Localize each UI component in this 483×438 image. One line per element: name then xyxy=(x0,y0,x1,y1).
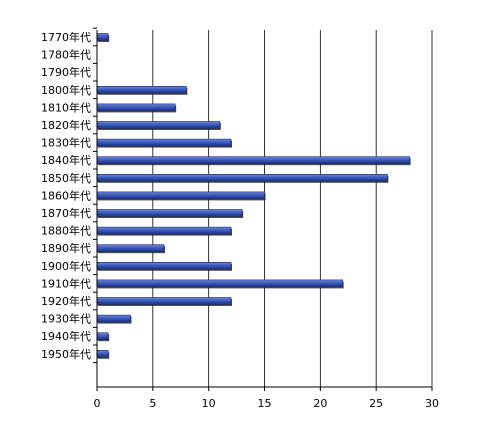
bar-rect xyxy=(96,297,232,305)
category-label: 1830年代 xyxy=(41,136,91,150)
x-tick-label: 10 xyxy=(202,397,216,410)
bar-rect xyxy=(96,103,176,112)
category-label: 1920年代 xyxy=(41,294,91,308)
bar-rect xyxy=(96,279,343,288)
bar-1830年代 xyxy=(96,138,232,148)
bar-1840年代 xyxy=(96,156,411,166)
bar-rect xyxy=(96,174,388,182)
bar-1870年代 xyxy=(96,209,244,218)
bar-1880年代 xyxy=(96,226,232,236)
category-label: 1790年代 xyxy=(41,65,91,79)
category-label: 1890年代 xyxy=(41,241,91,255)
bar-rect xyxy=(96,86,187,94)
bar-1900年代 xyxy=(96,261,232,271)
category-label: 1850年代 xyxy=(41,171,91,185)
bar-rect xyxy=(96,332,109,341)
bar-1890年代 xyxy=(96,244,165,254)
bar-rect xyxy=(96,138,232,147)
bar-1940年代 xyxy=(96,332,110,342)
category-labels: 1770年代 1780年代 1790年代 1800年代 1810年代 1820年代 1830… xyxy=(41,30,91,361)
category-label: 1910年代 xyxy=(41,276,91,290)
bar-rect xyxy=(96,33,109,41)
bar-rect xyxy=(96,349,109,358)
category-label: 1800年代 xyxy=(41,83,91,97)
category-label: 1930年代 xyxy=(41,312,91,326)
bar-1850年代 xyxy=(96,174,389,183)
gridlines xyxy=(152,30,433,387)
bar-rect xyxy=(96,314,131,323)
category-label: 1900年代 xyxy=(41,259,91,273)
x-tick-label: 25 xyxy=(369,397,383,410)
bar-rect xyxy=(96,244,165,252)
bar-1770年代 xyxy=(96,33,110,42)
bars xyxy=(96,33,411,359)
bar-rect xyxy=(96,156,410,164)
x-tick-label: 0 xyxy=(94,397,101,410)
x-tick-label: 5 xyxy=(149,397,156,410)
bar-1810年代 xyxy=(96,103,177,113)
x-tick-labels: 0 5 10 15 20 25 30 xyxy=(94,397,440,410)
category-label: 1840年代 xyxy=(41,153,91,167)
category-label: 1860年代 xyxy=(41,188,91,202)
bar-1910年代 xyxy=(96,279,344,289)
bar-1930年代 xyxy=(96,314,132,324)
category-label: 1940年代 xyxy=(41,329,91,343)
category-label: 1950年代 xyxy=(41,347,91,361)
bar-1820年代 xyxy=(96,121,221,130)
category-label: 1770年代 xyxy=(41,30,91,44)
bar-rect xyxy=(96,261,232,270)
x-tick-label: 30 xyxy=(425,397,439,410)
bar-1920年代 xyxy=(96,297,232,306)
category-label: 1780年代 xyxy=(41,48,91,62)
category-label: 1810年代 xyxy=(41,100,91,114)
bar-rect xyxy=(96,191,265,200)
bar-1800年代 xyxy=(96,86,188,95)
bar-1950年代 xyxy=(96,349,110,359)
category-label: 1820年代 xyxy=(41,118,91,132)
axes xyxy=(93,27,433,391)
bar-rect xyxy=(96,226,232,235)
category-label: 1880年代 xyxy=(41,224,91,238)
category-label: 1870年代 xyxy=(41,206,91,220)
bar-rect xyxy=(96,209,243,217)
bar-rect xyxy=(96,121,221,129)
x-tick-label: 20 xyxy=(313,397,327,410)
x-tick-label: 15 xyxy=(258,397,272,410)
bar-1860年代 xyxy=(96,191,266,201)
